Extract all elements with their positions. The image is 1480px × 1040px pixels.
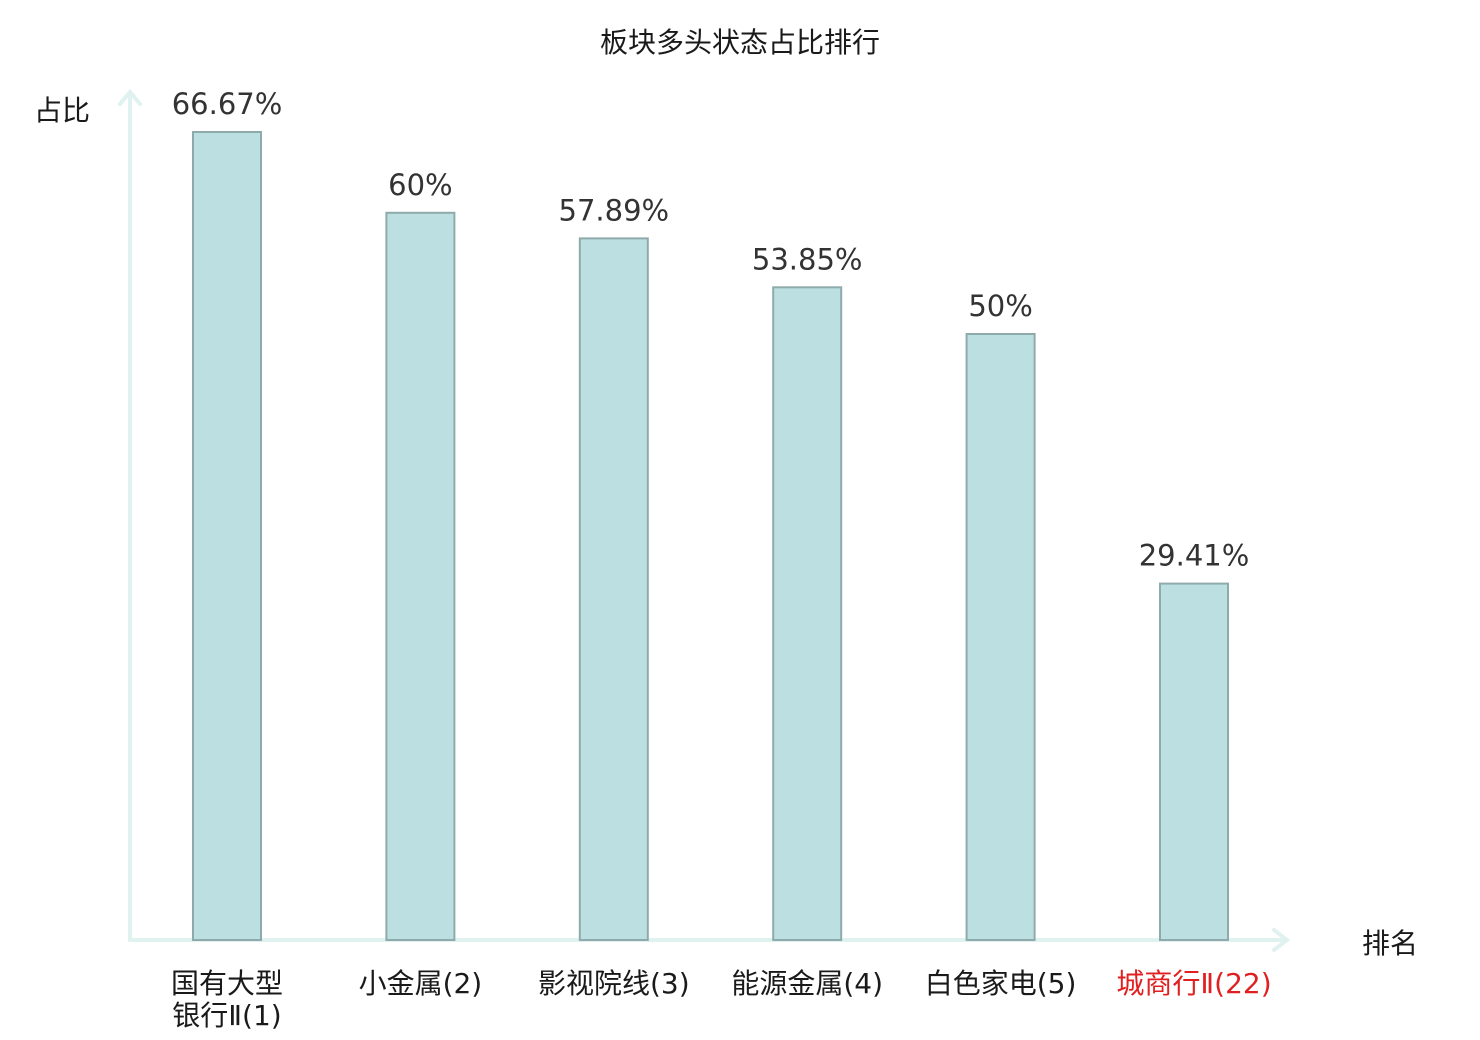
bar-4 <box>965 333 1036 941</box>
bars-layer <box>192 131 1229 942</box>
y-axis-arrow <box>118 88 142 106</box>
data-label-3: 53.85% <box>752 242 863 276</box>
bar-0 <box>192 131 262 941</box>
data-label-4: 50% <box>968 289 1032 323</box>
x-axis-label: 排名 <box>1362 927 1418 960</box>
category-label-4: 白色家电(5) <box>925 967 1077 1000</box>
chart-title: 板块多头状态占比排行 <box>600 26 880 59</box>
bar-3 <box>772 286 843 941</box>
category-label-3: 能源金属(4) <box>731 967 883 1000</box>
category-label-5-line-0: 城商行Ⅱ(22) <box>1116 967 1271 1000</box>
bar-1 <box>385 211 456 942</box>
bar-5 <box>1159 582 1229 941</box>
category-label-2: 影视院线(3) <box>538 967 690 1000</box>
bar-2 <box>578 237 649 941</box>
data-label-1: 60% <box>388 168 452 202</box>
category-labels-layer: 国有大型银行Ⅱ(1) 小金属(2) 影视院线(3) 能源金属(4) 白色家电(5) 城商行… <box>171 967 1272 1032</box>
category-label-0-line-1: 银行Ⅱ(1) <box>172 999 281 1032</box>
category-label-0-line-0: 国有大型 <box>171 967 283 1000</box>
y-axis-label: 占比 <box>34 94 90 127</box>
category-label-1: 小金属(2) <box>359 967 483 1000</box>
category-label-1-line-0: 小金属(2) <box>359 967 483 1000</box>
category-label-2-line-0: 影视院线(3) <box>538 967 690 1000</box>
x-axis-arrow <box>1272 928 1291 952</box>
data-labels-layer: 66.67% 60% 57.89% 53.85% 50% 29.41% <box>172 87 1250 573</box>
data-label-5: 29.41% <box>1139 539 1250 573</box>
data-label-0: 66.67% <box>172 87 283 121</box>
category-label-0: 国有大型银行Ⅱ(1) <box>171 967 283 1032</box>
category-label-4-line-0: 白色家电(5) <box>925 967 1077 1000</box>
category-label-5: 城商行Ⅱ(22) <box>1116 967 1271 1000</box>
category-label-3-line-0: 能源金属(4) <box>731 967 883 1000</box>
data-label-2: 57.89% <box>559 193 670 227</box>
